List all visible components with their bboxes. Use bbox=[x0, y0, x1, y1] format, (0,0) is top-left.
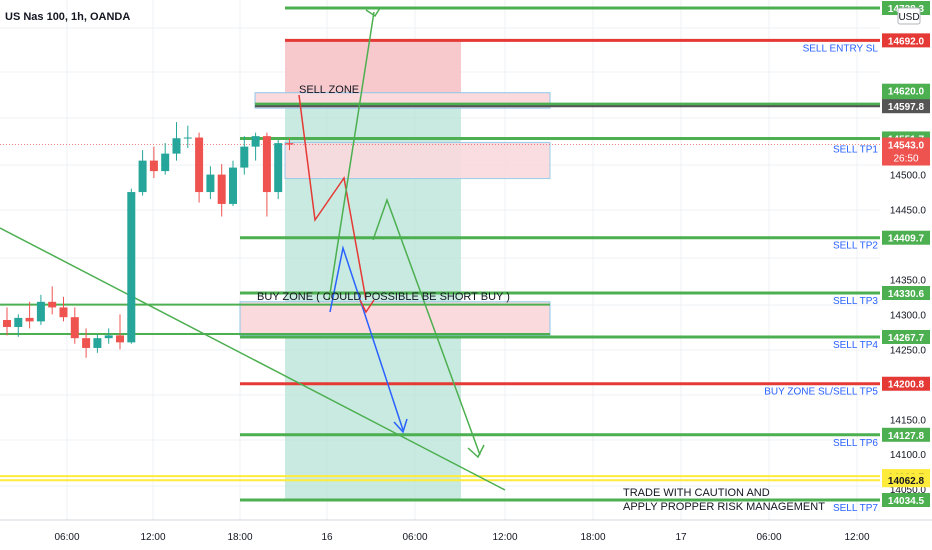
level-label: SELL TP1 bbox=[833, 145, 878, 156]
candle-body bbox=[251, 136, 260, 147]
candle-body bbox=[138, 160, 147, 193]
candle-body bbox=[14, 317, 23, 327]
price-tag-text: 14267.7 bbox=[888, 333, 925, 344]
candle-body bbox=[3, 319, 11, 327]
candle-body bbox=[195, 137, 204, 193]
candle-body bbox=[274, 143, 283, 193]
level-label: BUY ZONE SL/SELL TP5 bbox=[764, 387, 878, 398]
candle-body bbox=[70, 317, 79, 339]
trend-line bbox=[0, 227, 506, 491]
candle-body bbox=[262, 136, 271, 193]
time-axis-tick: 18:00 bbox=[580, 532, 605, 543]
arrowhead-down-red bbox=[359, 299, 375, 314]
buy-zone-box bbox=[239, 301, 551, 336]
price-tag-text: 14620.0 bbox=[888, 87, 925, 98]
price-axis-tick: 14450.0 bbox=[890, 206, 927, 217]
price-tag bbox=[882, 33, 930, 48]
note-line-2: APPLY PROPPER RISK MANAGEMENT bbox=[623, 501, 825, 513]
price-axis-tick: 14500.0 bbox=[890, 171, 927, 182]
price-tag bbox=[882, 83, 930, 98]
sell-tp1-box bbox=[284, 141, 551, 180]
price-axis-tick: 14350.0 bbox=[890, 275, 927, 286]
price-tag bbox=[882, 286, 930, 301]
price-axis-tick: 14150.0 bbox=[890, 415, 927, 426]
price-tag-text: 14062.8 bbox=[888, 476, 925, 487]
note-line-1: TRADE WITH CAUTION AND bbox=[623, 487, 770, 499]
price-tag-text: 14597.8 bbox=[888, 102, 925, 113]
candle-body bbox=[59, 307, 68, 318]
price-tag-text: 14200.8 bbox=[888, 380, 925, 391]
price-tag-text: 14692.0 bbox=[888, 36, 925, 47]
chart-title: US Nas 100, 1h, OANDA bbox=[5, 11, 130, 23]
projection-path-green-up bbox=[328, 11, 375, 301]
level-label: SELL TP6 bbox=[833, 438, 878, 449]
price-tag bbox=[882, 427, 930, 442]
candle-body bbox=[206, 174, 215, 193]
price-axis bbox=[880, 0, 932, 520]
price-tag bbox=[882, 493, 930, 507]
buy-zone-label: BUY ZONE ( COULD POSSIBLE BE SHORT BUY ) bbox=[257, 291, 510, 303]
price-tag bbox=[882, 99, 930, 114]
projection-path-blue bbox=[329, 245, 404, 431]
candle-body bbox=[183, 137, 192, 139]
level-label: SELL TP4 bbox=[833, 340, 878, 351]
time-axis-tick: 12:00 bbox=[140, 532, 165, 543]
time-axis-tick: 16 bbox=[321, 532, 333, 543]
candle-body bbox=[93, 338, 102, 348]
price-tag-text: 14409.7 bbox=[888, 234, 925, 245]
sell-zone-label: SELL ZONE bbox=[299, 84, 359, 96]
candle-body bbox=[82, 338, 91, 348]
price-tag-text: 14127.8 bbox=[888, 431, 925, 442]
candle-body bbox=[127, 192, 136, 343]
arrowhead-down-blue bbox=[393, 418, 408, 434]
candle-body bbox=[229, 167, 237, 204]
price-tag bbox=[882, 137, 930, 166]
arrowhead-down-green bbox=[467, 444, 485, 459]
candle-body bbox=[149, 160, 158, 172]
candle-body bbox=[172, 138, 181, 154]
time-axis-tick: 06:00 bbox=[402, 532, 427, 543]
price-tag bbox=[882, 473, 930, 488]
countdown-text: 26:50 bbox=[893, 154, 918, 165]
time-axis-tick: 06:00 bbox=[756, 532, 781, 543]
time-axis-tick: 17 bbox=[675, 532, 687, 543]
price-axis-tick: 14050.0 bbox=[890, 485, 927, 496]
price-tag-text: 14543.0 bbox=[888, 141, 925, 152]
time-axis-tick: 12:00 bbox=[844, 532, 869, 543]
candle-body bbox=[25, 317, 34, 322]
candle-body bbox=[116, 335, 124, 343]
price-axis-tick: 14250.0 bbox=[890, 345, 927, 356]
level-label: SELL TP3 bbox=[833, 296, 878, 307]
price-axis-tick: 14100.0 bbox=[890, 450, 927, 461]
currency-button[interactable] bbox=[897, 7, 921, 25]
level-label: SELL ENTRY SL bbox=[803, 43, 879, 54]
price-tag-text: 14034.5 bbox=[888, 496, 925, 507]
projection-path-green-down bbox=[372, 197, 481, 456]
candle-body bbox=[36, 301, 45, 322]
price-tag-text: 14330.6 bbox=[888, 289, 925, 300]
price-tag bbox=[882, 230, 930, 245]
currency-label[interactable]: USD bbox=[898, 12, 919, 23]
candle-body bbox=[285, 143, 294, 145]
level-label: SELL TP2 bbox=[833, 241, 878, 252]
candle-body bbox=[217, 174, 226, 204]
price-tag bbox=[882, 329, 930, 344]
candle-body bbox=[48, 301, 57, 308]
level-label: SELL TP7 bbox=[833, 503, 878, 514]
candle-body bbox=[240, 146, 249, 168]
projection-path-red bbox=[298, 94, 367, 301]
time-axis-tick: 06:00 bbox=[54, 532, 79, 543]
time-axis-tick: 18:00 bbox=[227, 532, 252, 543]
price-axis-tick: 14300.0 bbox=[890, 310, 927, 321]
candle-body bbox=[104, 335, 113, 339]
arrowhead-up bbox=[365, 7, 381, 18]
time-axis-tick: 12:00 bbox=[492, 532, 517, 543]
candle-body bbox=[161, 153, 170, 172]
price-tag bbox=[882, 376, 930, 391]
